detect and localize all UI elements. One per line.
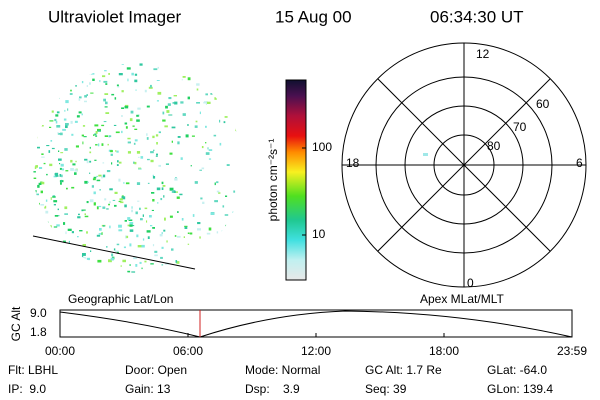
timeline-label: Geographic Lat/Lon — [68, 292, 173, 306]
lat-label: 70 — [513, 120, 527, 134]
y-tick-label: 9.0 — [30, 306, 47, 320]
info-field: Door: Open — [125, 363, 187, 377]
info-field: GLat: -64.0 — [487, 363, 547, 377]
x-tick-label: 18:00 — [429, 344, 459, 358]
x-tick-label: 06:00 — [173, 344, 203, 358]
y-axis-label: GC Alt — [9, 306, 23, 341]
x-tick-label: 12:00 — [301, 344, 331, 358]
info-field: Dsp: 3.9 — [245, 382, 300, 396]
terminator-line — [32, 235, 196, 270]
mlt-label: 12 — [476, 47, 490, 61]
altitude-curve — [59, 310, 573, 338]
info-field: Seq: 39 — [365, 382, 407, 396]
colorbar-tick-label: 100 — [312, 140, 332, 154]
lat-label: 80 — [487, 139, 501, 153]
lat-label: 60 — [536, 97, 550, 111]
time: 06:34:30 UT — [430, 7, 524, 26]
info-field: Gain: 13 — [125, 382, 171, 396]
mlt-label: 18 — [346, 156, 360, 170]
colorbar-label: photon cm⁻²s⁻¹ — [266, 139, 280, 222]
x-tick-label: 23:59 — [557, 344, 587, 358]
title: Ultraviolet Imager — [48, 7, 182, 26]
info-field: GC Alt: 1.7 Re — [365, 363, 442, 377]
colorbar-tick-label: 10 — [312, 227, 326, 241]
mlt-label: 6 — [576, 156, 583, 170]
earth-image — [33, 63, 243, 273]
info-field: Mode: Normal — [245, 363, 320, 377]
date: 15 Aug 00 — [275, 7, 352, 26]
info-field: Flt: LBHL — [8, 363, 58, 377]
colorbar — [285, 79, 307, 281]
info-field: IP: 9.0 — [8, 382, 46, 396]
timeline-label: Apex MLat/MLT — [420, 292, 504, 306]
polar-grid — [341, 42, 587, 288]
x-tick-label: 00:00 — [45, 344, 75, 358]
mlt-label: 0 — [467, 276, 474, 290]
info-field: GLon: 139.4 — [487, 382, 553, 396]
y-tick-label: 1.8 — [30, 325, 47, 339]
